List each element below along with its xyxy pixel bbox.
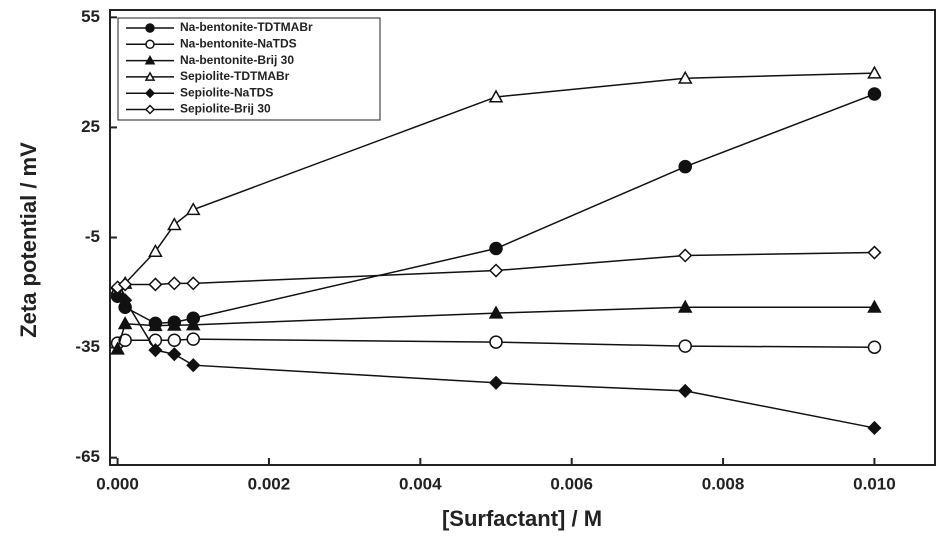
- marker: [488, 305, 504, 319]
- marker: [118, 277, 133, 292]
- legend-marker: [145, 39, 155, 50]
- legend-label: Sepiolite-Brij 30: [180, 102, 271, 116]
- x-tick-label: 0.008: [702, 474, 745, 493]
- marker: [148, 277, 163, 292]
- marker: [678, 159, 692, 174]
- marker: [185, 317, 201, 331]
- marker: [118, 293, 133, 308]
- legend-marker: [144, 55, 156, 65]
- marker: [488, 375, 504, 390]
- x-axis-label: [Surfactant] / M: [442, 506, 602, 531]
- marker: [167, 333, 182, 347]
- legend-box: [117, 17, 381, 121]
- y-tick-label: 55: [81, 7, 100, 26]
- marker: [488, 89, 504, 103]
- marker: [186, 358, 201, 373]
- y-tick-label: 25: [81, 117, 100, 136]
- marker: [678, 248, 693, 263]
- marker: [167, 347, 182, 362]
- y-tick-label: -35: [75, 337, 100, 356]
- marker: [110, 341, 125, 355]
- marker: [186, 332, 201, 346]
- marker: [678, 339, 692, 353]
- series-line: [117, 72, 875, 290]
- marker: [489, 241, 503, 256]
- marker: [167, 217, 182, 231]
- legend-label: Sepiolite-TDTMABr: [180, 69, 290, 83]
- marker: [186, 276, 201, 291]
- marker: [148, 243, 163, 257]
- legend-marker: [145, 23, 155, 33]
- legend-marker: [144, 104, 156, 115]
- series-line: [116, 306, 875, 350]
- x-tick-label: 0.002: [248, 474, 291, 493]
- legend-marker: [144, 88, 156, 99]
- marker: [867, 245, 882, 260]
- marker: [148, 343, 163, 358]
- marker: [148, 318, 163, 332]
- marker: [867, 340, 882, 354]
- marker: [677, 70, 693, 84]
- x-tick-label: 0.000: [96, 474, 139, 493]
- y-tick-label: -65: [75, 447, 100, 466]
- marker: [167, 317, 182, 331]
- series-line: [116, 93, 875, 325]
- marker: [489, 335, 503, 349]
- legend-marker: [144, 71, 156, 81]
- marker: [678, 383, 693, 398]
- marker: [488, 263, 504, 278]
- marker: [118, 333, 132, 347]
- marker: [117, 316, 133, 330]
- legend-label: Na-bentonite-TDTMABr: [180, 20, 313, 34]
- marker: [867, 299, 882, 313]
- x-tick-label: 0.010: [853, 474, 896, 493]
- marker: [867, 87, 882, 101]
- y-tick-label: -5: [85, 227, 100, 246]
- legend-label: Na-bentonite-Brij 30: [180, 53, 294, 67]
- series-line: [116, 288, 875, 429]
- marker: [677, 299, 693, 313]
- marker: [867, 420, 882, 436]
- legend-label: Sepiolite-NaTDS: [180, 85, 273, 99]
- marker: [185, 202, 201, 216]
- marker: [867, 65, 882, 79]
- x-tick-label: 0.004: [399, 474, 442, 493]
- x-tick-label: 0.006: [550, 474, 593, 493]
- legend-label: Na-bentonite-NaTDS: [180, 36, 297, 50]
- marker: [167, 276, 182, 291]
- y-axis-label: Zeta potential / mV: [16, 142, 41, 338]
